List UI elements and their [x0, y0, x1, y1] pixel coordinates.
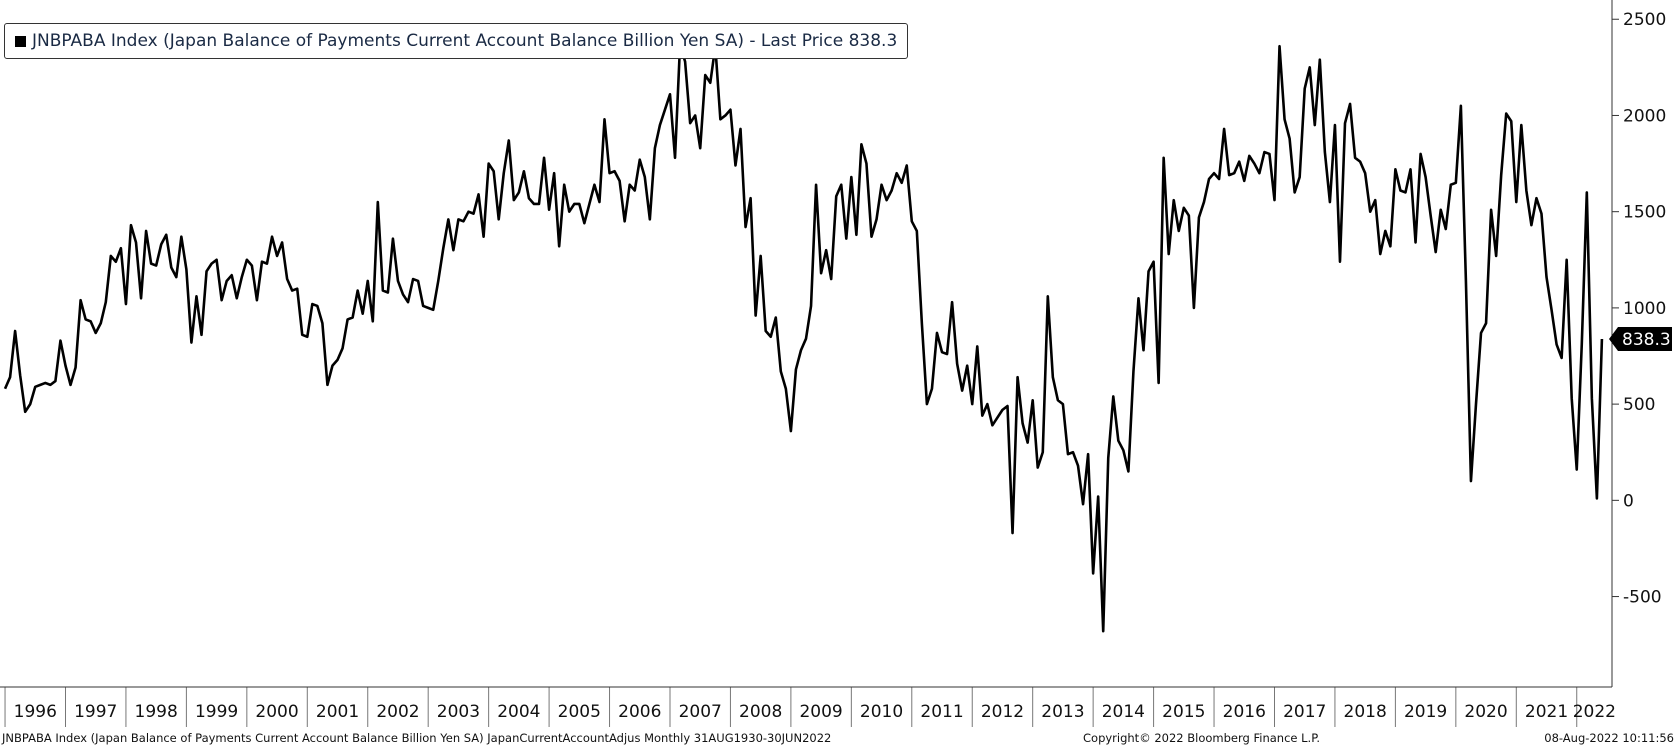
- last-price-label: 838.3: [1622, 330, 1671, 350]
- footer-copyright: Copyright© 2022 Bloomberg Finance L.P.: [1083, 731, 1320, 745]
- x-tick-label: 2004: [497, 702, 540, 722]
- x-tick-label: 2006: [618, 702, 661, 722]
- footer-timestamp: 08-Aug-2022 10:11:56: [1544, 731, 1674, 745]
- x-tick-label: 2010: [860, 702, 903, 722]
- legend-label: JNBPABA Index (Japan Balance of Payments…: [32, 31, 898, 51]
- x-tick-label: 2018: [1344, 702, 1387, 722]
- last-price-marker: 838.3: [1609, 327, 1672, 352]
- y-tick-label: 2000: [1623, 106, 1666, 126]
- x-axis: 1996 1997 1998 1999 2000 2001 2002 2003 2004 2005…: [4, 687, 1616, 727]
- x-tick-label: 2003: [437, 702, 480, 722]
- y-tick-label: 0: [1623, 491, 1634, 511]
- x-tick-label: 2008: [739, 702, 782, 722]
- x-tick-label: 2002: [376, 702, 419, 722]
- x-tick-label: 2022: [1573, 702, 1616, 722]
- x-tick-label: 2007: [679, 702, 722, 722]
- x-tick-label: 2013: [1041, 702, 1084, 722]
- y-tick-label: -500: [1623, 588, 1662, 608]
- x-tick-label: 2012: [981, 702, 1024, 722]
- x-tick-label: 1996: [14, 702, 57, 722]
- x-tick-label: 1997: [74, 702, 117, 722]
- legend: JNBPABA Index (Japan Balance of Payments…: [4, 23, 909, 59]
- x-tick-label: 2017: [1283, 702, 1326, 722]
- x-tick-label: 2021: [1525, 702, 1568, 722]
- series-line: [3, 42, 1604, 633]
- x-tick-label: 2019: [1404, 702, 1447, 722]
- x-tick-label: 2015: [1162, 702, 1205, 722]
- x-tick-label: 1998: [135, 702, 178, 722]
- y-tick-label: 1500: [1623, 203, 1666, 223]
- x-tick-label: 2016: [1223, 702, 1266, 722]
- last-price-tag: [1609, 327, 1672, 352]
- x-tick-label: 2001: [316, 702, 359, 722]
- y-tick-label: 2500: [1623, 10, 1666, 30]
- x-tick-label: 2005: [558, 702, 601, 722]
- x-tick-label: 2014: [1102, 702, 1145, 722]
- x-tick-label: 2020: [1464, 702, 1507, 722]
- x-tick-label: 2000: [255, 702, 298, 722]
- y-tick-label: 1000: [1623, 299, 1666, 319]
- x-tick-label: 1999: [195, 702, 238, 722]
- legend-swatch: [15, 35, 26, 47]
- x-tick-label: 2011: [920, 702, 963, 722]
- y-tick-label: 500: [1623, 395, 1655, 415]
- footer-description: JNBPABA Index (Japan Balance of Payments…: [2, 731, 832, 745]
- x-tick-label: 2009: [799, 702, 842, 722]
- y-axis: 2500 2000 1500 1000 500 0 -500: [1612, 10, 1666, 608]
